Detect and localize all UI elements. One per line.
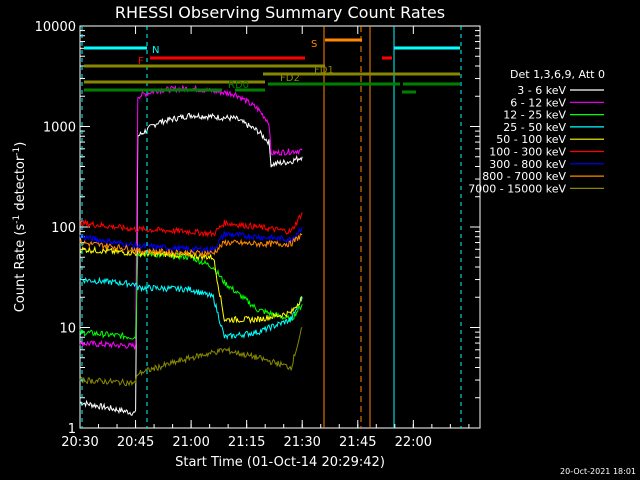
series-line-3 <box>79 276 303 341</box>
x-ticks: 20:30 20:45 21:00 21:15 21:30 21:45 22:00 <box>61 26 470 450</box>
x-tick-label: 22:00 <box>395 435 432 450</box>
y-tick-label: 100 <box>51 221 76 236</box>
legend-entry-label: 800 - 7000 keV <box>482 170 566 183</box>
chart-title: RHESSI Observing Summary Count Rates <box>115 3 445 22</box>
series-line-0 <box>79 111 303 416</box>
flag-label-fd2: FD2 <box>280 73 300 84</box>
flag-label-n: N <box>152 45 159 56</box>
x-tick-label: 21:30 <box>283 435 320 450</box>
x-tick-label: 21:00 <box>172 435 209 450</box>
series-line-7 <box>79 232 303 258</box>
legend-entry-label: 12 - 25 keV <box>503 109 566 122</box>
legend-entry-label: 50 - 100 keV <box>496 133 566 146</box>
legend-entry-label: 300 - 800 keV <box>489 158 566 171</box>
series-line-8 <box>79 327 303 387</box>
observing-flags: NF S FD1 FD2 RD0 <box>81 26 462 428</box>
x-tick-label: 21:15 <box>228 435 265 450</box>
series-lines <box>79 84 303 416</box>
flag-label-f: F <box>138 56 144 67</box>
series-line-4 <box>79 245 303 325</box>
legend-entry-label: 3 - 6 keV <box>517 84 566 97</box>
flag-label-s: S <box>311 39 317 50</box>
x-tick-label: 21:45 <box>339 435 376 450</box>
x-tick-label: 20:45 <box>117 435 154 450</box>
footer-date: 20-Oct-2021 18:01 <box>560 467 636 476</box>
series-line-5 <box>79 212 303 238</box>
series-line-1 <box>79 84 303 351</box>
legend-entry-label: 7000 - 15000 keV <box>468 182 566 195</box>
legend-entry-label: 6 - 12 keV <box>510 96 566 109</box>
y-tick-label: 1 <box>68 422 76 437</box>
y-tick-label: 10000 <box>35 20 76 35</box>
legend-entry-label: 100 - 300 keV <box>489 146 566 159</box>
legend-header: Det 1,3,6,9, Att 0 <box>510 68 605 81</box>
x-axis-label: Start Time (01-Oct-14 20:29:42) <box>175 455 385 470</box>
y-tick-label: 1000 <box>43 121 76 136</box>
flag-label-fd1: FD1 <box>314 65 334 76</box>
y-tick-label: 10 <box>59 322 76 337</box>
x-tick-label: 20:30 <box>61 435 98 450</box>
y-axis-label: Count Rate (s-1 detector-1) <box>12 142 28 313</box>
flag-label-rd0: RD0 <box>228 80 249 91</box>
legend-entry-label: 25 - 50 keV <box>503 121 566 134</box>
